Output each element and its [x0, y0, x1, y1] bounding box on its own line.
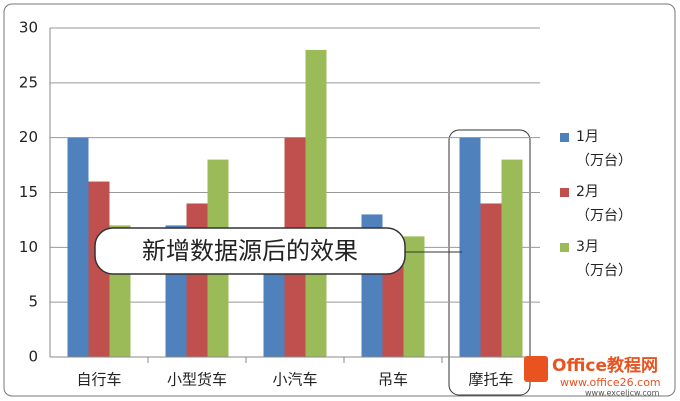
watermark-text: Office教程网 — [552, 355, 658, 376]
watermark-logo — [524, 356, 548, 382]
bar — [67, 137, 89, 357]
legend-label: 2月 （万台） — [576, 184, 632, 224]
legend-swatch — [560, 133, 569, 142]
y-tick-label: 5 — [28, 293, 38, 311]
watermark-url: www.office26.com — [560, 376, 661, 389]
y-tick-label: 25 — [19, 73, 38, 91]
y-tick-label: 30 — [19, 19, 38, 37]
bar — [501, 159, 523, 357]
bar — [305, 49, 327, 357]
legend-swatch — [560, 188, 569, 197]
bar — [382, 258, 404, 357]
x-tick-label: 自行车 — [76, 371, 121, 389]
legend-swatch — [560, 243, 569, 252]
x-tick-label: 摩托车 — [468, 371, 513, 389]
bar — [88, 181, 110, 357]
callout-text: 新增数据源后的效果 — [142, 237, 358, 265]
chart-frame — [3, 3, 676, 397]
x-tick-label: 小型货车 — [167, 371, 227, 389]
y-tick-label: 0 — [28, 348, 38, 366]
x-tick-label: 小汽车 — [272, 371, 317, 389]
bar — [459, 137, 481, 357]
legend-label: 3月 （万台） — [576, 239, 632, 279]
y-tick-label: 20 — [19, 128, 38, 146]
y-tick-label: 15 — [19, 183, 38, 201]
legend-label: 1月 （万台） — [576, 129, 632, 169]
callout-box — [94, 227, 406, 275]
bar — [403, 236, 425, 357]
y-tick-label: 10 — [19, 238, 38, 256]
highlight-box — [448, 129, 531, 396]
bar — [186, 203, 208, 357]
x-tick-label: 吊车 — [378, 371, 408, 389]
watermark-url: www.exceljcw.com — [585, 389, 660, 398]
bar — [480, 203, 502, 357]
